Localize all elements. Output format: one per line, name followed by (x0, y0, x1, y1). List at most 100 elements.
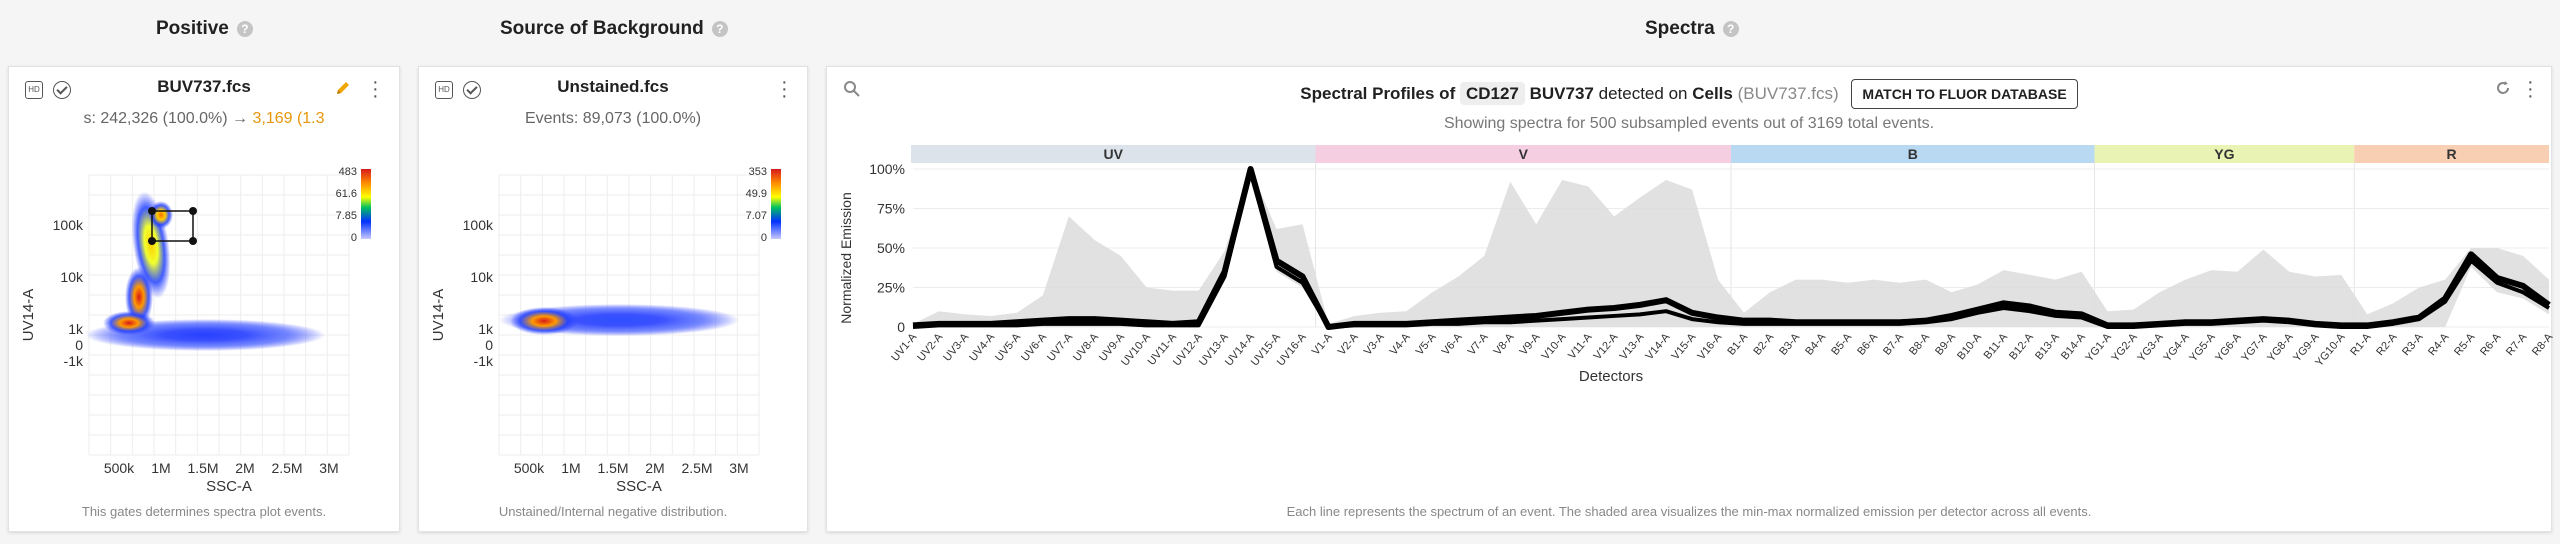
y-tick-label: 1k (478, 321, 494, 337)
x-tick-label: 1M (561, 460, 580, 476)
x-tick-label: 2.5M (681, 460, 712, 476)
gate-handle[interactable] (189, 207, 197, 215)
search-icon[interactable] (843, 80, 861, 98)
check-circle-icon[interactable] (463, 81, 481, 99)
y-tick-label: 100k (53, 217, 84, 233)
background-footer: Unstained/Internal negative distribution… (498, 504, 728, 519)
colorbar-tick-label: 7.07 (746, 210, 767, 222)
x-tick-label: R6-A (2478, 331, 2504, 358)
hd-icon[interactable]: HD (435, 81, 453, 99)
x-tick-label: UV8-A (1071, 331, 1101, 364)
y-tick-label: 100% (869, 161, 905, 177)
laser-band-label: YG (2214, 146, 2234, 162)
more-vert-icon[interactable]: · · · (2527, 71, 2534, 107)
x-tick-label: B5-A (1829, 331, 1854, 358)
y-tick-label: 75% (877, 201, 905, 217)
spectra-footer: Each line represents the spectrum of an … (1286, 504, 2092, 519)
x-tick-label: B2-A (1751, 331, 1776, 358)
x-tick-label: V13-A (1618, 331, 1647, 363)
x-tick-label: UV3-A (941, 331, 971, 364)
x-tick-label: YG5-A (2187, 331, 2218, 365)
laser-band-r (2354, 145, 2549, 163)
x-tick-label: YG8-A (2265, 331, 2296, 365)
x-tick-label: UV2-A (915, 331, 945, 364)
colorbar-tick-label: 0 (761, 232, 767, 244)
x-tick-label: B1-A (1725, 331, 1750, 358)
background-heading-label: Source of Background (500, 18, 704, 39)
x-tick-label: B12-A (2007, 331, 2036, 363)
y-tick-label: 0 (897, 319, 905, 335)
x-tick-label: YG3-A (2135, 331, 2166, 365)
spectra-heading-label: Spectra (1645, 18, 1715, 39)
x-tick-label: V16-A (1695, 331, 1724, 363)
x-axis-label: SSC-A (206, 478, 252, 495)
x-tick-label: R4-A (2426, 331, 2452, 358)
colorbar-tick-label: 49.9 (746, 188, 767, 200)
x-tick-label: B3-A (1777, 331, 1802, 358)
x-tick-label: V2-A (1336, 331, 1361, 358)
x-tick-label: UV1-A (889, 331, 919, 364)
gate-handle[interactable] (189, 237, 197, 245)
x-tick-label: UV16-A (1275, 331, 1309, 369)
positive-card: HD BUV737.fcs · · · s: 242,326 (100.0%) → … (8, 66, 400, 532)
positive-file-title: BUV737.fcs (157, 77, 251, 96)
colorbar-tick-label: 0 (351, 232, 357, 244)
gate-rectangle[interactable] (151, 210, 194, 242)
spectra-chart[interactable]: UV V B YG R 0 25% 50% 75% 100% UV1-AUV2-AUV3-AUV4-… (827, 137, 2553, 497)
x-tick-label: YG1-A (2083, 331, 2114, 365)
y-axis-label: Normalized Emission (838, 192, 854, 323)
positive-footer: This gates determines spectra plot event… (81, 504, 327, 519)
more-vert-icon[interactable]: · · · (781, 71, 788, 107)
y-tick-label: 100k (463, 217, 494, 233)
x-tick-label: YG6-A (2213, 331, 2244, 365)
colorbar-tick-label: 61.6 (336, 188, 357, 200)
x-tick-label: V15-A (1669, 331, 1698, 363)
y-tick-label: 10k (60, 269, 84, 285)
background-density-plot[interactable]: 500k 1M 1.5M 2M 2.5M 3M100k10k1k0-1kSSC-AUV14… (419, 155, 809, 515)
help-icon[interactable]: ? (711, 21, 728, 37)
help-icon[interactable]: ? (1722, 21, 1739, 37)
x-tick-label: V11-A (1566, 331, 1595, 362)
positive-heading-label: Positive (156, 18, 229, 39)
x-tick-label: R1-A (2348, 331, 2374, 358)
x-tick-label: V6-A (1440, 331, 1465, 358)
more-vert-icon[interactable]: · · · (372, 71, 379, 107)
x-tick-label: B10-A (1955, 331, 1984, 363)
positive-heading: Positive ? (156, 18, 253, 40)
x-tick-label: 2.5M (271, 460, 302, 476)
y-tick-label: 10k (470, 269, 494, 285)
x-tick-label: V12-A (1592, 331, 1621, 363)
marker-chip: CD127 (1459, 82, 1525, 105)
help-icon[interactable]: ? (236, 21, 253, 37)
x-tick-label: 500k (514, 460, 545, 476)
x-tick-label: R8-A (2530, 331, 2553, 358)
colorbar (771, 169, 781, 239)
refresh-icon[interactable] (2494, 79, 2512, 97)
positive-density-plot[interactable]: 500k 1M 1.5M 2M 2.5M 3M100k10k1k0-1kSSC-AUV14… (9, 155, 401, 515)
match-fluor-database-button[interactable]: MATCH TO FLUOR DATABASE (1851, 79, 2078, 109)
gate-handle[interactable] (148, 237, 156, 245)
y-tick-label: 0 (485, 337, 493, 353)
x-tick-label: R7-A (2504, 331, 2530, 358)
laser-band-v (1315, 145, 1731, 163)
x-tick-label: B4-A (1803, 331, 1828, 358)
x-tick-label: YG4-A (2161, 331, 2192, 365)
x-tick-label: B11-A (1982, 331, 2011, 362)
spectra-heading: Spectra ? (1645, 18, 1739, 40)
y-tick-label: 50% (877, 240, 905, 256)
check-circle-icon[interactable] (53, 81, 71, 99)
spectra-title-prefix: Spectral Profiles of (1300, 84, 1456, 103)
source-file: (BUV737.fcs) (1737, 84, 1839, 103)
hd-icon[interactable]: HD (25, 81, 43, 99)
x-tick-label: UV5-A (993, 331, 1023, 364)
x-tick-label: V8-A (1492, 331, 1517, 358)
pencil-icon[interactable] (334, 79, 352, 97)
laser-band-uv (911, 145, 1316, 163)
laser-band-b (1731, 145, 2095, 163)
x-tick-label: 2M (235, 460, 254, 476)
spectra-card: Spectral Profiles of CD127 BUV737 detect… (826, 66, 2553, 532)
gate-handle[interactable] (148, 207, 156, 215)
y-tick-label: -1k (64, 353, 84, 369)
y-tick-label: 1k (68, 321, 84, 337)
x-tick-label: 1.5M (597, 460, 628, 476)
